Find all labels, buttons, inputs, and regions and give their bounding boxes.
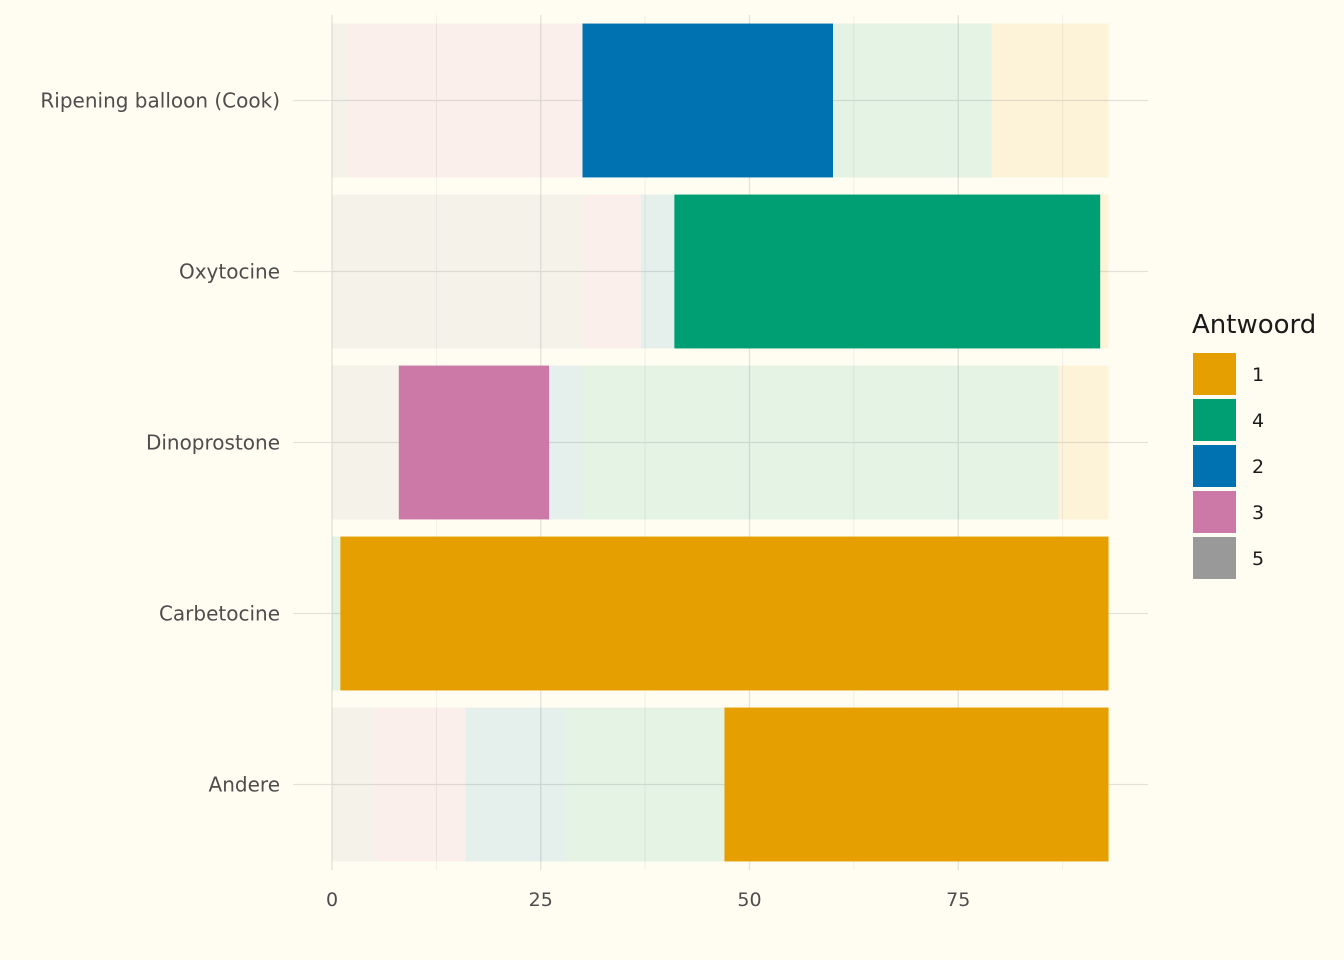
bar-segment (833, 23, 992, 178)
bar-segment (582, 365, 1059, 520)
category-label: Dinoprostone (146, 431, 280, 455)
legend-label: 5 (1252, 548, 1264, 570)
legend-label: 4 (1252, 410, 1264, 432)
bar-segment (991, 23, 1109, 178)
legend-swatch (1193, 537, 1236, 579)
bar-segment (332, 707, 374, 862)
category-label: Carbetocine (159, 602, 280, 626)
bar-segment (674, 194, 1101, 349)
bar-segment (332, 365, 399, 520)
category-label: Andere (209, 773, 280, 797)
bar-segment (582, 23, 833, 178)
legend-swatch (1193, 445, 1236, 487)
bar-segment (640, 194, 675, 349)
legend-swatch (1193, 399, 1236, 441)
bar-segment (465, 707, 566, 862)
legend: Antwoord 1 4 2 3 5 (1192, 310, 1316, 579)
legend-label: 2 (1252, 456, 1264, 478)
x-tick-label: 25 (529, 889, 553, 911)
legend-label: 3 (1252, 502, 1264, 524)
legend-label: 1 (1252, 364, 1264, 386)
legend-title: Antwoord (1192, 310, 1316, 340)
category-labels: Ripening balloon (Cook) Oxytocine Dinopros… (40, 89, 280, 797)
category-label: Ripening balloon (Cook) (40, 89, 280, 113)
legend-swatch (1193, 353, 1236, 395)
legend-swatch (1193, 491, 1236, 533)
x-axis-tick-labels: 0 25 50 75 (326, 889, 970, 911)
bar-segment (373, 707, 466, 862)
bar-segment (1058, 365, 1109, 520)
bar-segment (724, 707, 1109, 862)
bar-segment (1100, 194, 1109, 349)
x-tick-label: 75 (946, 889, 970, 911)
bar-segment (565, 707, 725, 862)
category-label: Oxytocine (179, 260, 280, 284)
bar-segment (332, 194, 583, 349)
bar-segment (398, 365, 550, 520)
bar-segment (332, 23, 349, 178)
bar-segment (582, 194, 641, 349)
bar-segment (348, 23, 583, 178)
bars (332, 23, 1109, 862)
bar-segment (340, 536, 1109, 691)
bar-segment (332, 536, 341, 691)
bar-segment (549, 365, 583, 520)
x-tick-label: 0 (326, 889, 338, 911)
x-tick-label: 50 (737, 889, 761, 911)
